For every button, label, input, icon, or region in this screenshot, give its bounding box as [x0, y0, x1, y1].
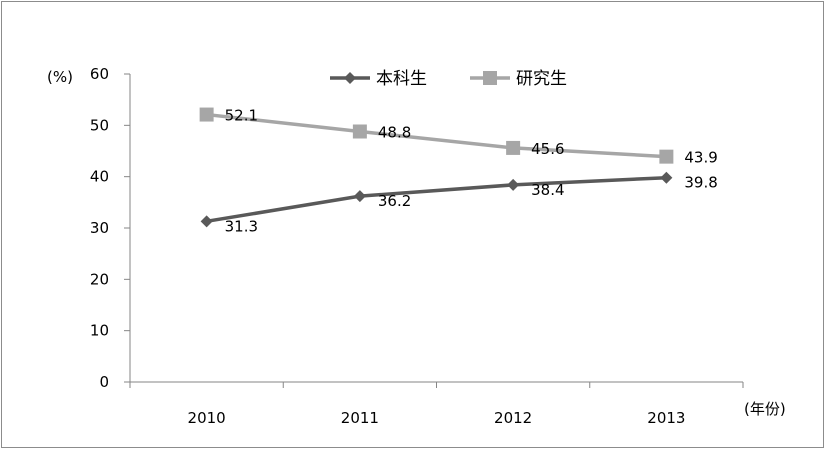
- data-label: 39.8: [684, 174, 717, 192]
- y-tick-label: 40: [90, 168, 109, 186]
- x-axis-unit-label: (年份): [744, 400, 786, 418]
- legend-item: 研究生: [470, 69, 567, 89]
- x-tick-label: 2010: [188, 409, 226, 427]
- data-label: 48.8: [378, 123, 411, 141]
- x-tick-label: 2011: [341, 409, 379, 427]
- axes: 0 10 20 30 40 50 60 2010 2011 2012 2013: [90, 65, 744, 427]
- data-point-marker: [506, 140, 521, 155]
- y-tick-label: 20: [90, 270, 109, 288]
- data-point-marker: [507, 178, 520, 191]
- data-point-marker: [199, 107, 214, 122]
- data-point-marker: [659, 149, 674, 164]
- y-tick-label: 60: [90, 65, 109, 83]
- y-tick-label: 0: [99, 373, 109, 391]
- series-line: [206, 112, 667, 159]
- series-line: [206, 175, 667, 224]
- data-labels: 31.3 36.2 38.4 39.8 52.1 48.8 45.6 43.9: [225, 107, 718, 236]
- legend: 本科生 研究生: [330, 69, 567, 89]
- x-tick-label: 2013: [647, 409, 685, 427]
- y-tick-label: 30: [90, 219, 109, 237]
- y-tick-label: 50: [90, 116, 109, 134]
- data-point-marker: [200, 215, 213, 228]
- series-1: [200, 171, 673, 228]
- data-label: 31.3: [225, 217, 258, 235]
- series-2: [199, 107, 674, 164]
- data-point-marker: [660, 171, 673, 184]
- data-label: 38.4: [531, 181, 564, 199]
- legend-item: 本科生: [330, 69, 427, 89]
- y-tick-label: 10: [90, 322, 109, 340]
- data-label: 43.9: [684, 149, 717, 167]
- legend-swatch-marker: [483, 71, 497, 85]
- data-label: 52.1: [225, 107, 258, 125]
- legend-label: 本科生: [376, 69, 427, 89]
- series-layer: [199, 107, 674, 228]
- data-label: 36.2: [378, 192, 411, 210]
- data-label: 45.6: [531, 140, 564, 158]
- x-tick-label: 2012: [494, 409, 532, 427]
- data-point-marker: [352, 124, 367, 139]
- legend-swatch-marker: [344, 72, 356, 84]
- legend-label: 研究生: [516, 69, 567, 89]
- data-point-marker: [353, 190, 366, 203]
- y-axis-unit-label: (%): [47, 68, 73, 86]
